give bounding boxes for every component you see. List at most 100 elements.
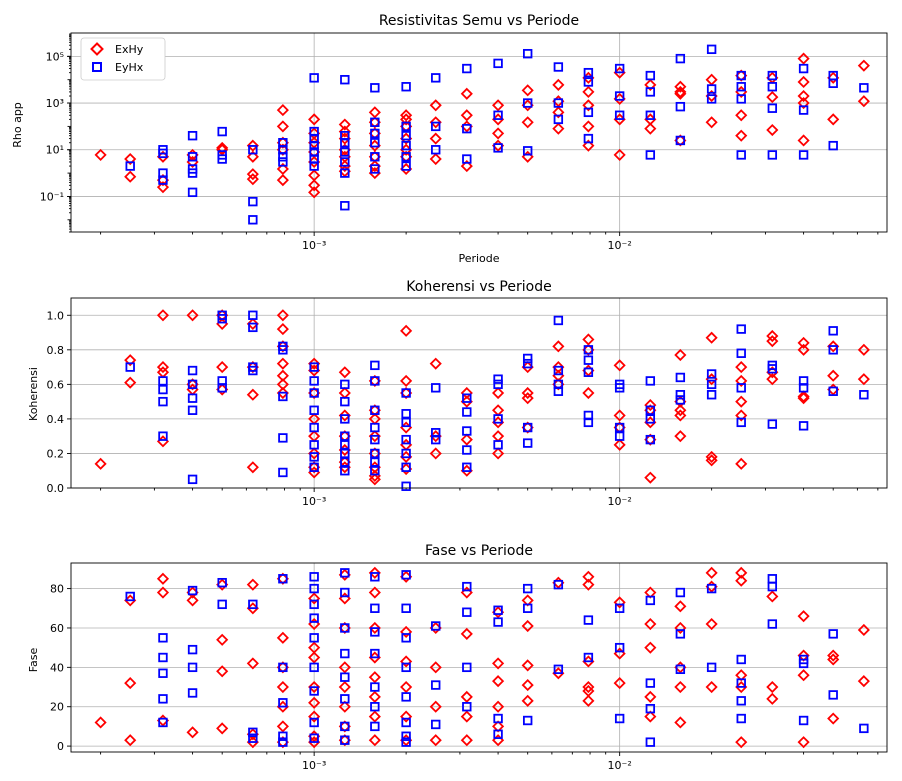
data-point-exhy bbox=[368, 690, 381, 703]
data-point-eyhx bbox=[278, 152, 288, 162]
data-point-exhy bbox=[460, 87, 473, 100]
data-point-exhy bbox=[276, 720, 289, 733]
data-point-eyhx bbox=[493, 374, 503, 384]
data-point-eyhx bbox=[370, 164, 380, 174]
data-point-eyhx bbox=[370, 405, 380, 415]
data-point-eyhx bbox=[828, 326, 838, 336]
data-point-eyhx bbox=[798, 715, 809, 726]
data-point-exhy bbox=[705, 454, 718, 467]
data-point-eyhx bbox=[158, 717, 168, 728]
data-point-exhy bbox=[400, 109, 413, 122]
data-point-exhy bbox=[492, 675, 505, 688]
data-point-eyhx bbox=[828, 690, 838, 700]
data-point-exhy bbox=[674, 80, 687, 93]
data-point-eyhx bbox=[401, 152, 411, 162]
data-point-eyhx bbox=[401, 633, 411, 643]
data-point-exhy bbox=[521, 659, 534, 672]
data-point-eyhx bbox=[340, 414, 350, 424]
data-point-exhy bbox=[613, 438, 626, 451]
data-point-exhy bbox=[644, 122, 657, 135]
data-point-eyhx bbox=[614, 642, 625, 653]
data-point-eyhx bbox=[462, 426, 472, 436]
data-point-eyhx bbox=[645, 70, 656, 81]
data-point-eyhx bbox=[583, 345, 594, 355]
data-point-exhy bbox=[827, 712, 840, 725]
data-point-eyhx bbox=[340, 448, 350, 459]
data-point-exhy bbox=[582, 680, 595, 694]
data-point-eyhx bbox=[522, 715, 533, 726]
data-point-eyhx bbox=[675, 664, 686, 675]
data-point-eyhx bbox=[340, 201, 350, 211]
data-point-exhy bbox=[246, 317, 259, 330]
data-point-eyhx bbox=[187, 130, 198, 141]
data-point-eyhx bbox=[340, 735, 350, 745]
data-point-exhy bbox=[308, 592, 321, 605]
data-point-eyhx bbox=[553, 365, 564, 376]
data-point-eyhx bbox=[431, 434, 441, 445]
data-point-eyhx bbox=[706, 583, 717, 594]
data-point-eyhx bbox=[370, 422, 380, 433]
data-point-exhy bbox=[582, 99, 595, 112]
data-point-eyhx bbox=[278, 157, 288, 167]
data-point-eyhx bbox=[309, 362, 319, 372]
data-point-eyhx bbox=[431, 621, 441, 631]
data-point-exhy bbox=[797, 336, 810, 349]
data-point-eyhx bbox=[217, 154, 227, 164]
data-point-exhy bbox=[521, 84, 534, 97]
data-point-eyhx bbox=[767, 70, 778, 81]
data-point-eyhx bbox=[401, 417, 411, 428]
data-point-eyhx bbox=[828, 345, 838, 355]
data-point-exhy bbox=[705, 331, 718, 344]
data-point-eyhx bbox=[553, 386, 564, 396]
data-point-exhy bbox=[246, 657, 259, 670]
data-point-eyhx bbox=[736, 678, 746, 688]
data-point-eyhx bbox=[278, 433, 288, 443]
data-point-eyhx bbox=[187, 379, 198, 390]
data-point-eyhx bbox=[248, 145, 258, 155]
data-point-eyhx bbox=[522, 98, 533, 108]
data-point-eyhx bbox=[614, 713, 625, 724]
data-point-exhy bbox=[276, 323, 289, 336]
data-point-eyhx bbox=[493, 440, 503, 450]
data-point-eyhx bbox=[828, 140, 838, 151]
data-point-eyhx bbox=[675, 135, 686, 146]
data-point-eyhx bbox=[248, 310, 258, 320]
series-exhy bbox=[94, 309, 870, 486]
data-point-eyhx bbox=[309, 376, 319, 386]
data-point-eyhx bbox=[583, 77, 594, 87]
y-tick-label: 0.2 bbox=[47, 447, 65, 460]
data-point-exhy bbox=[156, 572, 170, 585]
plot-frame bbox=[70, 32, 888, 233]
data-point-eyhx bbox=[493, 617, 503, 627]
data-point-eyhx bbox=[278, 574, 288, 584]
data-point-exhy bbox=[735, 457, 748, 470]
data-point-eyhx bbox=[675, 587, 686, 598]
data-point-exhy bbox=[429, 357, 442, 370]
data-point-exhy bbox=[124, 170, 137, 183]
data-point-exhy bbox=[644, 690, 657, 703]
data-point-exhy bbox=[276, 357, 289, 370]
data-point-eyhx bbox=[309, 733, 319, 743]
data-point-exhy bbox=[797, 89, 810, 103]
data-point-eyhx bbox=[614, 63, 625, 74]
data-point-eyhx bbox=[401, 737, 411, 747]
data-point-exhy bbox=[674, 716, 687, 729]
data-point-eyhx bbox=[645, 595, 656, 606]
data-point-eyhx bbox=[278, 698, 288, 708]
data-point-eyhx bbox=[401, 434, 411, 445]
data-point-exhy bbox=[827, 340, 840, 353]
data-point-eyhx bbox=[158, 431, 168, 441]
data-point-eyhx bbox=[736, 70, 746, 81]
data-point-exhy bbox=[156, 181, 170, 194]
data-point-eyhx bbox=[248, 365, 258, 376]
data-point-exhy bbox=[521, 619, 534, 633]
data-point-exhy bbox=[552, 122, 565, 135]
data-point-exhy bbox=[613, 359, 626, 372]
data-point-eyhx bbox=[370, 603, 380, 613]
legend: ExHy EyHx bbox=[80, 37, 166, 81]
data-point-eyhx bbox=[798, 150, 809, 160]
data-point-exhy bbox=[705, 73, 718, 86]
data-point-eyhx bbox=[828, 386, 838, 396]
data-point-eyhx bbox=[278, 345, 288, 355]
data-point-exhy bbox=[644, 617, 657, 631]
